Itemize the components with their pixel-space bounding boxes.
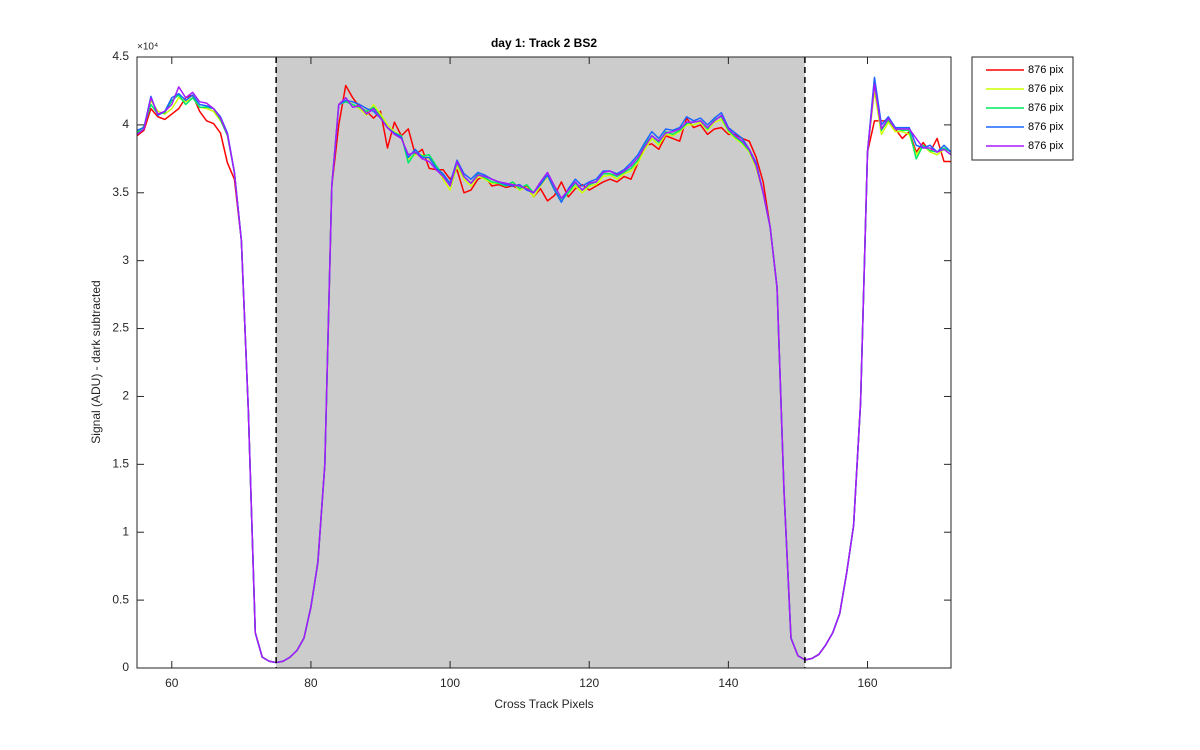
y-tick-label: 2 xyxy=(122,389,129,403)
y-exponent: ×10⁴ xyxy=(137,42,158,53)
legend-label: 876 pix xyxy=(1028,83,1064,95)
y-tick-label: 1.5 xyxy=(112,457,129,471)
legend-label: 876 pix xyxy=(1028,140,1064,152)
axes-box xyxy=(136,56,952,669)
x-tick-label: 80 xyxy=(304,676,318,690)
x-tick-label: 120 xyxy=(579,676,599,690)
legend-label: 876 pix xyxy=(1028,64,1064,76)
y-tick-label: 3 xyxy=(122,253,129,267)
series-line xyxy=(137,83,951,664)
highlight-region xyxy=(276,57,805,668)
legend-label: 876 pix xyxy=(1028,121,1064,133)
y-tick-label: 1 xyxy=(122,524,129,538)
legend: 876 pix 876 pix 876 pix 876 pix 876 pix xyxy=(971,56,1074,161)
y-tick-label: 0.5 xyxy=(112,592,129,606)
x-tick-label: 160 xyxy=(857,676,877,690)
y-tick-label: 2.5 xyxy=(112,321,129,335)
y-tick-label: 0 xyxy=(122,660,129,674)
x-axis-label: Cross Track Pixels xyxy=(494,697,593,711)
x-tick-label: 60 xyxy=(165,676,179,690)
y-tick-label: 4 xyxy=(122,117,129,131)
y-tick-label: 4.5 xyxy=(112,49,129,63)
legend-label: 876 pix xyxy=(1028,102,1064,114)
chart-title: day 1: Track 2 BS2 xyxy=(491,36,597,50)
y-axis-label: Signal (ADU) - dark subtracted xyxy=(89,280,103,443)
x-tick-label: 100 xyxy=(440,676,460,690)
x-tick-label: 140 xyxy=(718,676,738,690)
y-tick-label: 3.5 xyxy=(112,185,129,199)
